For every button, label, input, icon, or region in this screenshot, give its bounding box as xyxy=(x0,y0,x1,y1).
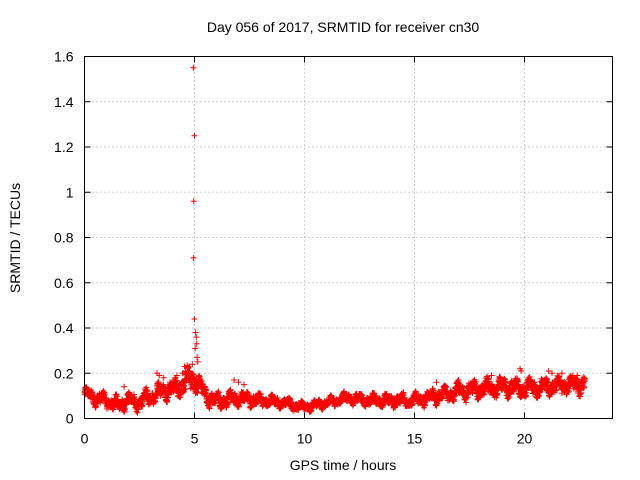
y-tick-label: 1 xyxy=(66,184,74,200)
y-tick-label: 1.2 xyxy=(54,139,74,155)
chart-title: Day 056 of 2017, SRMTID for receiver cn3… xyxy=(207,19,480,35)
data-point xyxy=(121,383,128,390)
data-point xyxy=(191,132,198,139)
data-point xyxy=(190,254,197,261)
data-point xyxy=(237,399,244,406)
x-tick-label: 10 xyxy=(297,431,313,447)
data-point xyxy=(235,379,242,386)
y-tick-label: 0.8 xyxy=(54,230,74,246)
data-point xyxy=(155,379,162,386)
y-tick-label: 0.4 xyxy=(54,320,74,336)
data-point xyxy=(190,198,197,205)
data-point xyxy=(182,368,189,374)
data-point xyxy=(235,403,242,410)
data-point xyxy=(481,391,487,398)
data-point xyxy=(193,334,200,341)
data-point xyxy=(545,368,552,374)
x-axis-ticks: 0 5 10 15 20 xyxy=(81,56,533,447)
data-point xyxy=(194,354,201,361)
data-point xyxy=(227,386,234,393)
y-tick-label: 1.6 xyxy=(54,49,74,65)
data-point xyxy=(173,372,180,379)
data-point xyxy=(189,361,196,368)
y-axis-label: SRMTID / TECUs xyxy=(7,183,23,293)
x-tick-label: 15 xyxy=(407,431,423,447)
data-point xyxy=(160,374,167,381)
data-point xyxy=(203,387,210,394)
x-tick-label: 5 xyxy=(191,431,199,447)
data-point xyxy=(581,383,588,390)
data-point xyxy=(206,405,213,412)
x-axis-label: GPS time / hours xyxy=(290,457,397,473)
data-point xyxy=(179,370,186,377)
data-point xyxy=(134,409,141,416)
data-point xyxy=(131,391,137,398)
data-point xyxy=(97,399,104,406)
data-point xyxy=(191,316,198,322)
y-tick-label: 0.6 xyxy=(54,275,74,291)
data-point xyxy=(455,377,462,383)
data-point xyxy=(461,385,468,391)
data-point xyxy=(156,372,163,379)
data-point xyxy=(182,386,189,393)
data-point xyxy=(565,388,572,395)
data-point xyxy=(193,340,200,347)
data-point xyxy=(433,379,440,386)
y-tick-label: 1.4 xyxy=(54,94,74,110)
data-point xyxy=(574,372,581,379)
data-point xyxy=(472,379,479,385)
x-tick-label: 0 xyxy=(81,431,89,447)
data-point xyxy=(518,368,525,374)
data-point xyxy=(341,388,348,395)
data-point xyxy=(181,363,188,370)
gridlines xyxy=(84,56,613,419)
data-point xyxy=(558,370,565,377)
data-point xyxy=(160,381,167,388)
data-point xyxy=(190,371,197,378)
data-points xyxy=(81,64,588,416)
data-point xyxy=(161,384,168,391)
data-point xyxy=(139,402,146,409)
data-point xyxy=(190,64,197,71)
data-point xyxy=(241,381,247,388)
data-point xyxy=(192,345,199,352)
data-point xyxy=(549,370,555,377)
data-point xyxy=(581,375,588,382)
data-point xyxy=(193,388,200,395)
y-tick-label: 0 xyxy=(66,411,74,427)
y-tick-label: 0.2 xyxy=(54,365,74,381)
data-point xyxy=(194,358,201,365)
data-point xyxy=(506,384,513,390)
x-tick-label: 20 xyxy=(517,431,533,447)
data-point xyxy=(231,377,238,383)
data-point xyxy=(488,372,495,379)
data-point xyxy=(157,392,164,399)
y-axis-ticks: 0 0.2 0.4 0.6 0.8 1 1.2 1.4 1.6 xyxy=(54,49,613,427)
data-point xyxy=(192,329,199,336)
